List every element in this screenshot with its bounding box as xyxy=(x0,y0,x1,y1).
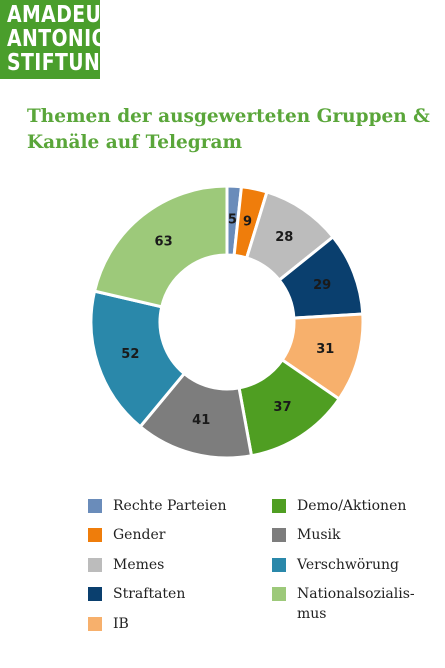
logo-line-2: ANTONIO xyxy=(7,26,108,52)
slice-7 xyxy=(89,289,187,429)
chart-title-line-1: Themen der ausgewerteten Gruppen & xyxy=(27,106,430,127)
slice-label-5: 37 xyxy=(273,400,291,415)
slice-label-4: 31 xyxy=(316,342,334,357)
slice-label-0: 5 xyxy=(228,213,237,228)
slice-label-2: 28 xyxy=(275,230,293,245)
chart-title: Themen der ausgewerteten Gruppen & Kanäl… xyxy=(27,104,430,156)
logo-line-1: AMADEU xyxy=(7,2,102,28)
chart-title-line-2: Kanäle auf Telegram xyxy=(27,132,243,153)
slice-label-8: 63 xyxy=(155,235,173,250)
slice-8 xyxy=(92,184,229,309)
slice-label-6: 41 xyxy=(192,413,210,428)
logo: AMADEU ANTONIO STIFTUNG xyxy=(0,0,116,79)
slice-label-7: 52 xyxy=(121,347,139,362)
slice-label-3: 29 xyxy=(313,278,331,293)
logo-line-3: STIFTUNG xyxy=(7,50,117,76)
slice-label-1: 9 xyxy=(243,215,252,230)
